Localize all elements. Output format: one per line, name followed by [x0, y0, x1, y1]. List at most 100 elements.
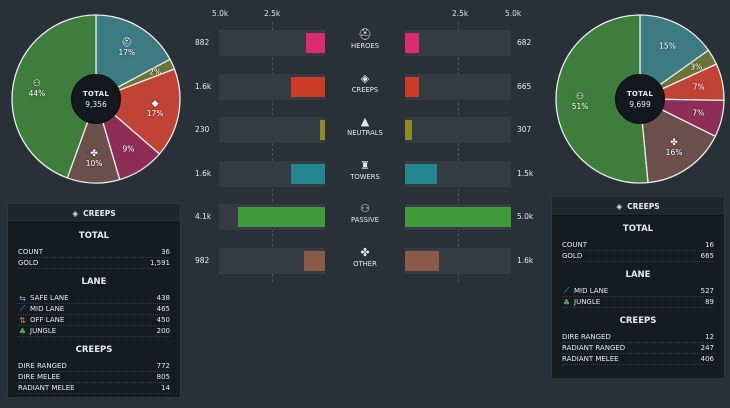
right-slice-percent: 51%	[571, 101, 589, 111]
right-track	[405, 160, 511, 187]
left-creep-value: 772	[156, 362, 170, 370]
right-pie-slice-heroes[interactable]	[639, 14, 710, 101]
right-creep-row: RADIANT RANGED 247	[562, 343, 714, 354]
gridline-right	[458, 22, 459, 282]
left-creep-list: DIRE RANGED 772 DIRE MELEE 805 RADIANT MELEE…	[8, 361, 180, 394]
right-creep-value: 12	[705, 333, 714, 341]
other-icon: ✤	[90, 148, 98, 159]
right-slice-percent: 15%	[659, 41, 676, 51]
left-creeps-panel: ◈ CREEPS TOTAL COUNT 36 GOLD 1,591 LANE …	[7, 203, 181, 398]
right-pie-slice-passive[interactable]	[555, 14, 649, 184]
left-slice-percent: 44%	[28, 88, 46, 98]
left-slice-label-heroes: ⛑ 17%	[118, 37, 136, 57]
left-lane-section-title: LANE	[81, 277, 107, 287]
jungle-icon: ♣	[562, 297, 571, 307]
right-bar-creeps[interactable]	[405, 76, 420, 97]
left-lane-value: 438	[156, 294, 170, 302]
right-total-section-title: TOTAL	[622, 224, 654, 234]
right-creep-row: RADIANT MELEE 406	[562, 354, 714, 365]
left-slice-percent: 17%	[118, 47, 136, 57]
category-label: ⛑ HEROES	[335, 28, 395, 50]
left-bar-creeps[interactable]	[291, 76, 325, 97]
left-creep-name: RADIANT MELEE	[18, 384, 75, 392]
left-value-label: 1.6k	[195, 81, 212, 91]
right-track	[405, 30, 511, 56]
left-lane-value: 465	[156, 305, 170, 313]
creep-icon: ◈	[616, 201, 623, 211]
passive-icon: ⚇	[360, 202, 370, 215]
left-lane-name: OFF LANE	[30, 316, 65, 324]
off-lane-icon: ⇅	[19, 315, 26, 325]
right-creep-value: 406	[700, 355, 714, 363]
left-lane-name: MID LANE	[30, 305, 65, 313]
helmet-icon: ⛑	[121, 37, 133, 48]
gridline-left	[272, 22, 273, 282]
neutral-icon: ▲	[360, 115, 370, 128]
right-lane-section-title: LANE	[625, 270, 651, 280]
right-creep-label: RADIANT MELEE	[562, 355, 619, 363]
right-value-label: 682	[517, 38, 532, 47]
right-pie-slice-other[interactable]	[639, 97, 717, 184]
left-creep-label: RADIANT MELEE	[18, 384, 75, 392]
right-value-label: 307	[517, 125, 532, 134]
left-creep-label: DIRE MELEE	[18, 373, 60, 381]
right-slice-percent: 7%	[692, 108, 705, 118]
left-pie-center: TOTAL 9,356	[71, 74, 121, 124]
right-creep-value: 247	[700, 344, 714, 352]
left-slice-percent: 10%	[85, 158, 103, 168]
left-creep-label: DIRE RANGED	[18, 362, 67, 370]
right-bar-other[interactable]	[405, 250, 439, 271]
right-panel-title: CREEPS	[627, 201, 660, 211]
left-track	[219, 30, 325, 56]
right-slice-percent: 16%	[665, 148, 683, 158]
right-gold-label: GOLD	[562, 252, 583, 260]
bar-row-neutrals: 230 ▲ NEUTRALS 307	[195, 115, 540, 143]
right-slice-label-towers: 7%	[692, 109, 704, 118]
left-pie-svg	[11, 14, 181, 184]
right-count-row: COUNT 16	[562, 240, 714, 251]
left-bar-neutrals[interactable]	[320, 120, 325, 140]
left-creep-value: 805	[156, 373, 170, 381]
right-track	[405, 73, 511, 100]
right-lane-value: 527	[700, 287, 714, 295]
left-bar-towers[interactable]	[291, 163, 325, 184]
right-count-value: 16	[705, 241, 714, 249]
category-name: OTHER	[353, 259, 377, 268]
right-value-label: 1.5k	[517, 168, 534, 178]
bar-row-other: 982 ✤ OTHER 1.6k	[195, 245, 540, 274]
left-creeps-section-title: CREEPS	[75, 345, 113, 355]
left-creep-row: RADIANT MELEE 14	[18, 383, 170, 394]
left-bar-heroes[interactable]	[306, 33, 325, 53]
right-bar-neutrals[interactable]	[405, 120, 412, 140]
left-slice-label-towers: 9%	[122, 145, 134, 154]
right-bar-towers[interactable]	[405, 163, 437, 184]
left-creep-value: 14	[161, 384, 170, 392]
right-creeps-panel: ◈ CREEPS TOTAL COUNT 16 GOLD 665 LANE ⟋ M…	[551, 196, 725, 379]
left-bar-other[interactable]	[304, 250, 325, 271]
left-slice-label-creeps: ◆ 17%	[147, 100, 164, 119]
right-lane-row: ⟋ MID LANE 527	[562, 286, 714, 297]
axis-tick-left-5k: 5.0k	[212, 9, 229, 18]
right-bar-passive[interactable]	[405, 207, 511, 227]
left-pie-slice-creeps[interactable]	[94, 68, 181, 155]
right-creep-name: DIRE RANGED	[562, 333, 611, 341]
creep-icon: ◈	[360, 71, 370, 85]
right-lane-name: MID LANE	[574, 287, 609, 295]
left-pie-slice-heroes[interactable]	[95, 14, 171, 101]
right-bar-heroes[interactable]	[405, 33, 420, 53]
left-count-value: 36	[161, 248, 170, 256]
right-slice-label-other: ✤ 16%	[665, 139, 683, 158]
safe-lane-icon: ⇆	[19, 293, 26, 303]
other-icon: ✤	[360, 245, 370, 259]
right-slice-label-neutrals: 3%	[690, 62, 702, 71]
bar-row-towers: 1.6k ♜ TOWERS 1.5k	[195, 159, 540, 187]
left-bar-passive[interactable]	[238, 207, 325, 227]
left-pie-slice-passive[interactable]	[11, 14, 97, 179]
left-lane-name: SAFE LANE	[30, 294, 69, 302]
passive-icon: ⚇	[576, 91, 585, 102]
left-creep-name: DIRE RANGED	[18, 362, 67, 370]
left-value-label: 1.6k	[195, 168, 212, 178]
left-slice-label-passive: ⚇ 44%	[28, 79, 46, 98]
left-count-label: COUNT	[18, 248, 44, 256]
category-name: TOWERS	[350, 172, 380, 181]
